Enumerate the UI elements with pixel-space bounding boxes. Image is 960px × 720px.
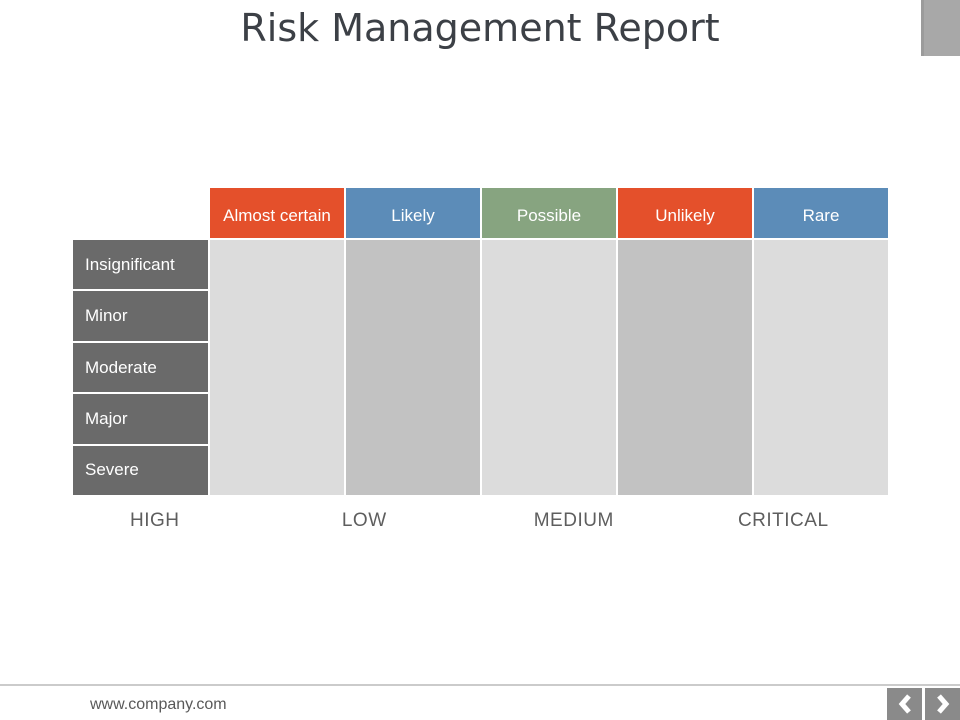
matrix-column-band-rare xyxy=(754,240,888,495)
prev-button[interactable] xyxy=(887,688,922,720)
column-header-almost-certain: Almost certain xyxy=(210,188,344,238)
row-header-major: Major xyxy=(73,394,208,444)
column-header-label: Unlikely xyxy=(655,205,715,225)
severity-label-medium: MEDIUM xyxy=(533,510,614,531)
column-header-rare: Rare xyxy=(754,188,888,238)
footer-divider xyxy=(0,684,960,686)
matrix-corner-cell xyxy=(73,188,208,238)
footer-url: www.company.com xyxy=(90,696,227,713)
risk-matrix: Almost certain Likely Possible Unlikely … xyxy=(73,188,888,496)
row-header-severe: Severe xyxy=(73,445,208,496)
slide-nav xyxy=(887,688,960,720)
corner-accent xyxy=(921,0,960,56)
row-header-minor: Minor xyxy=(73,291,208,341)
column-header-label: Likely xyxy=(391,205,435,225)
page-title: Risk Management Report xyxy=(240,6,720,50)
severity-label-critical: CRITICAL xyxy=(737,510,829,531)
column-header-unlikely: Unlikely xyxy=(618,188,752,238)
matrix-column-band-almost-certain xyxy=(210,240,344,495)
severity-label-low: LOW xyxy=(341,510,387,531)
matrix-body: Insignificant Minor Moderate Major Sever… xyxy=(73,240,888,496)
matrix-column-band-unlikely xyxy=(618,240,752,495)
chevron-left-icon xyxy=(898,694,912,714)
matrix-header-row: Almost certain Likely Possible Unlikely … xyxy=(73,188,888,238)
matrix-row-headers: Insignificant Minor Moderate Major Sever… xyxy=(73,240,208,496)
next-button[interactable] xyxy=(925,688,960,720)
column-header-label: Possible xyxy=(516,205,582,225)
column-header-label: Almost certain xyxy=(223,205,331,225)
chevron-right-icon xyxy=(936,694,950,714)
column-header-possible: Possible xyxy=(482,188,616,238)
row-header-moderate: Moderate xyxy=(73,342,208,393)
severity-label-high: HIGH xyxy=(130,510,180,531)
column-header-label: Rare xyxy=(802,205,840,225)
row-header-insignificant: Insignificant xyxy=(73,240,208,290)
matrix-column-band-likely xyxy=(346,240,480,495)
column-header-likely: Likely xyxy=(346,188,480,238)
matrix-column-band-possible xyxy=(482,240,616,495)
severity-labels: HIGH LOW MEDIUM CRITICAL xyxy=(50,510,888,532)
